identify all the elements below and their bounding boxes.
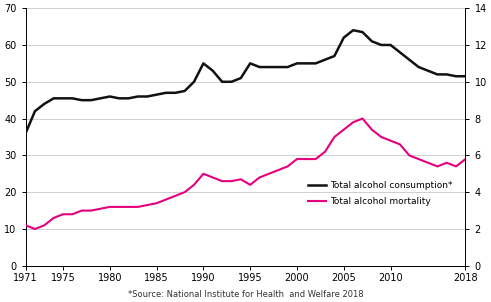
Text: *Source: National Institute for Health  and Welfare 2018: *Source: National Institute for Health a… [128,290,363,299]
Legend: Total alcohol consumption*, Total alcohol mortality: Total alcohol consumption*, Total alcoho… [304,178,457,209]
